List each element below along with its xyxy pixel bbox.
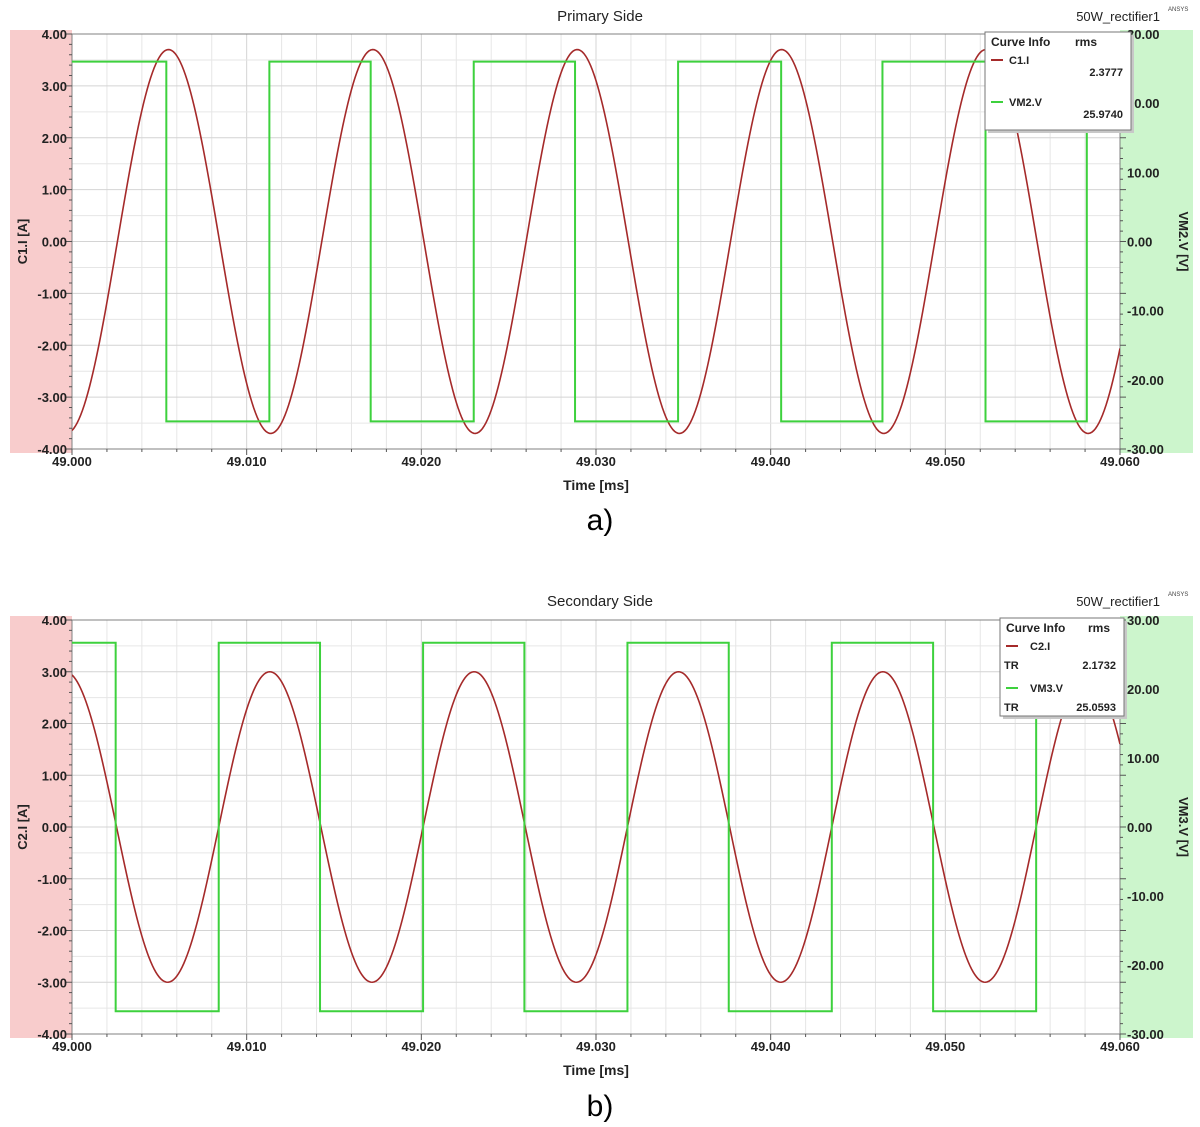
legend-entry-value: 2.1732 — [1082, 660, 1116, 672]
vendor-label: ANSYS — [1168, 7, 1188, 13]
x-tick-label: 49.060 — [1100, 1039, 1140, 1054]
legend-entry-sub: TR — [1004, 702, 1019, 714]
left-axis-band — [10, 30, 72, 453]
left-axis-label: C2.I [A] — [15, 804, 30, 850]
legend-header-rms: rms — [1088, 621, 1110, 635]
right-tick-label: 10.00 — [1127, 165, 1160, 180]
chart-panel-1: 49.000 49.010 49.020 49.030 49.040 49.050 49.0… — [10, 7, 1193, 537]
x-tick-label: 49.030 — [576, 1039, 616, 1054]
x-tick-label: 49.000 — [52, 1039, 92, 1054]
right-tick-label: -30.00 — [1127, 442, 1164, 457]
chart-panel-2: 49.000 49.010 49.020 49.030 49.040 49.050 49.0… — [10, 592, 1193, 1123]
right-axis-band — [1120, 616, 1193, 1038]
left-tick-label: 2.00 — [42, 717, 67, 732]
left-tick-label: 3.00 — [42, 79, 67, 94]
legend-entry-sub: TR — [1004, 660, 1019, 672]
x-axis-label: Time [ms] — [563, 477, 629, 493]
right-axis-label: VM3.V [V] — [1176, 797, 1191, 857]
x-tick-label: 49.010 — [227, 454, 267, 469]
legend-entry-value: 2.3777 — [1089, 67, 1123, 79]
left-tick-label: 1.00 — [42, 768, 67, 783]
x-tick-label: 49.000 — [52, 454, 92, 469]
project-label: 50W_rectifier1 — [1076, 9, 1160, 24]
legend-entry-value: 25.0593 — [1076, 702, 1116, 714]
chart-title: Primary Side — [557, 8, 643, 25]
chart-title: Secondary Side — [547, 593, 653, 610]
right-tick-label: 20.00 — [1127, 682, 1160, 697]
series-group — [72, 48, 1120, 435]
x-tick-label: 49.010 — [227, 1039, 267, 1054]
legend-entry-name: VM3.V — [1030, 683, 1064, 695]
right-tick-label: 30.00 — [1127, 613, 1160, 628]
left-tick-label: 2.00 — [42, 131, 67, 146]
legend-header-curve-info: Curve Info — [991, 35, 1050, 49]
series-line-vm3-v — [72, 641, 1120, 1013]
right-tick-label: 10.00 — [1127, 751, 1160, 766]
legend-entry-name: C2.I — [1030, 641, 1050, 653]
legend-box — [984, 31, 1132, 131]
legend-entry-name: VM2.V — [1009, 97, 1043, 109]
left-tick-label: -4.00 — [37, 442, 67, 457]
x-tick-label: 49.020 — [401, 1039, 441, 1054]
legend-header-curve-info: Curve Info — [1006, 621, 1065, 635]
x-tick-label: 49.060 — [1100, 454, 1140, 469]
series-line-vm2-v — [72, 60, 1120, 423]
left-tick-label: -4.00 — [37, 1027, 67, 1042]
figure-caption: b) — [587, 1090, 614, 1123]
legend-entry-name: C1.I — [1009, 55, 1029, 67]
right-tick-label: -20.00 — [1127, 373, 1164, 388]
right-tick-label: 0.00 — [1127, 235, 1152, 250]
x-tick-label: 49.030 — [576, 454, 616, 469]
right-tick-label: 30.00 — [1127, 27, 1160, 42]
right-tick-label: -10.00 — [1127, 889, 1164, 904]
x-tick-label: 49.040 — [751, 454, 791, 469]
left-tick-label: 0.00 — [42, 235, 67, 250]
legend-box — [999, 617, 1125, 717]
x-tick-label: 49.050 — [925, 1039, 965, 1054]
left-tick-label: -2.00 — [37, 338, 67, 353]
left-tick-label: -2.00 — [37, 924, 67, 939]
series-line-c2-i — [72, 670, 1120, 984]
vendor-label: ANSYS — [1168, 592, 1188, 598]
figure-caption: a) — [587, 504, 614, 537]
left-tick-label: -1.00 — [37, 286, 67, 301]
x-axis-label: Time [ms] — [563, 1062, 629, 1078]
left-axis-band — [10, 616, 72, 1038]
right-tick-label: -20.00 — [1127, 958, 1164, 973]
x-tick-label: 49.050 — [925, 454, 965, 469]
left-axis-label: C1.I [A] — [15, 219, 30, 265]
left-tick-label: 4.00 — [42, 613, 67, 628]
left-tick-label: 1.00 — [42, 183, 67, 198]
project-label: 50W_rectifier1 — [1076, 594, 1160, 609]
legend-header-rms: rms — [1075, 35, 1097, 49]
left-tick-label: -3.00 — [37, 975, 67, 990]
right-tick-label: 0.00 — [1127, 820, 1152, 835]
x-tick-label: 49.040 — [751, 1039, 791, 1054]
legend-entry-value: 25.9740 — [1083, 109, 1123, 121]
right-tick-label: -30.00 — [1127, 1027, 1164, 1042]
legend: Curve Info rms C2.I TR 2.1732 VM3.V TR 25.0593 — [999, 617, 1127, 719]
series-line-c1-i — [72, 48, 1120, 435]
left-tick-label: -3.00 — [37, 390, 67, 405]
x-tick-label: 49.020 — [401, 454, 441, 469]
right-axis-label: VM2.V [V] — [1176, 212, 1191, 272]
right-tick-label: -10.00 — [1127, 304, 1164, 319]
left-tick-label: 3.00 — [42, 665, 67, 680]
left-tick-label: 4.00 — [42, 27, 67, 42]
legend: Curve Info rms C1.I 2.3777 VM2.V 25.9740 — [984, 31, 1134, 133]
left-tick-label: -1.00 — [37, 872, 67, 887]
series-group — [72, 641, 1120, 1013]
left-tick-label: 0.00 — [42, 820, 67, 835]
right-tick-label: 20.00 — [1127, 96, 1160, 111]
